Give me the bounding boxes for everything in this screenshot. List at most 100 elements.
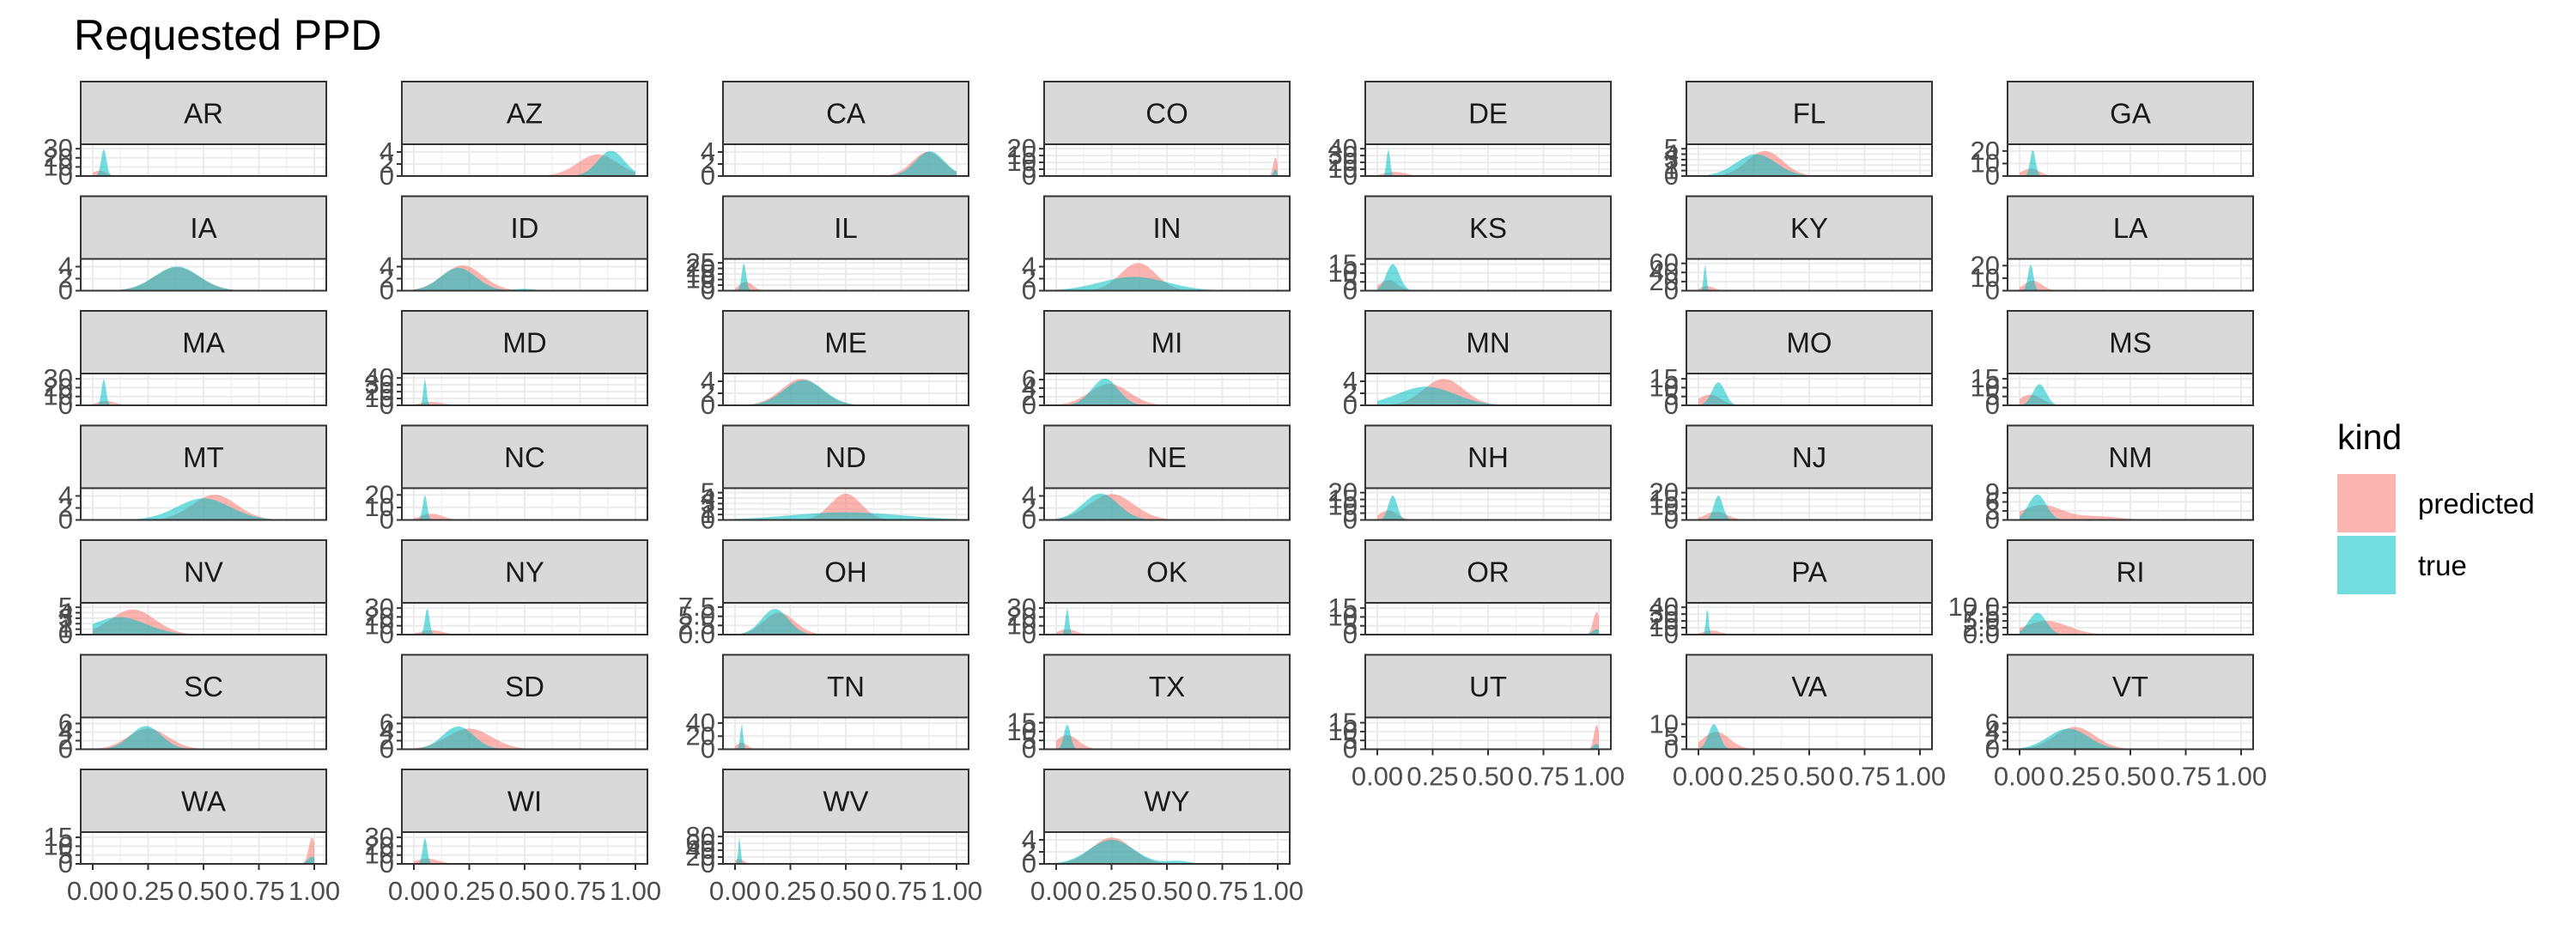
y-tick-label-sc: 0 [58,734,73,764]
strip-label-ok: OK [1146,556,1188,588]
density-true-ri [2020,612,2241,635]
strip-label-wi: WI [507,786,542,818]
strip-label-oh: OH [824,556,867,588]
y-tick-label-vt: 6 [1985,708,2000,739]
y-tick-label-md: 30 [365,369,394,399]
y-tick-label-oh: 0.0 [678,619,715,649]
strip-label-nh: NH [1467,441,1509,473]
panel-id: ID 024 [380,195,648,306]
strip-label-ar: AR [184,98,223,130]
y-tick-label-de: 40 [1328,133,1358,163]
y-tick-label-ri: 10.0 [1948,592,2000,622]
panel-mt: MT 024 [58,424,327,535]
density-true-wy [1056,840,1278,864]
strip-me [722,310,969,374]
y-tick-label-ga: 0 [1985,161,2000,191]
y-tick-label-ut: 10 [1328,716,1358,746]
strip-label-ut: UT [1469,671,1507,702]
density-predicted-la [2020,280,2241,291]
legend-label-true: true [2418,550,2467,581]
strip-label-ky: KY [1790,212,1828,244]
strip-label-sc: SC [184,671,223,702]
y-tick-label-wv: 0 [701,848,715,878]
x-tick-label-va: 0.75 [1838,762,1890,792]
y-tick-label-md: 0 [380,390,394,420]
density-true-mn [1377,386,1599,405]
panel-oh: OH 0.02.55.07.5 [678,539,969,649]
y-tick-label-ks: 10 [1328,258,1358,288]
y-tick-label-mo: 0 [1664,390,1679,420]
y-tick-label-vt: 0 [1985,734,2000,764]
y-tick-label-tx: 15 [1007,708,1036,738]
strip-label-nc: NC [504,441,545,473]
strip-nj [1686,424,1933,489]
x-tick-label-ut: 0.75 [1517,762,1569,792]
y-tick-label-wi: 30 [365,822,394,852]
y-tick-label-fl: 0 [1664,161,1679,191]
density-true-mt [93,498,314,520]
y-tick-label-ar: 20 [44,143,73,173]
strip-in [1043,195,1291,260]
panel-ne: NE 024 [1022,424,1291,535]
density-true-oh [735,609,957,635]
y-tick-label-pa: 0 [1664,619,1679,649]
strip-label-in: IN [1153,212,1182,244]
y-tick-label-de: 20 [1328,147,1358,177]
density-true-ca [735,151,957,176]
y-tick-label-ms: 5 [1985,381,2000,411]
y-tick-label-oh: 2.5 [678,610,715,640]
y-tick-label-nj: 15 [1649,484,1679,514]
x-tick-label-wa: 0.25 [122,876,173,906]
y-tick-label-tn: 20 [686,720,715,751]
y-tick-label-wy: 2 [1022,836,1036,866]
y-tick-label-wa: 5 [58,840,73,870]
y-tick-label-nm: 3 [1985,495,2000,526]
x-tick-label-va: 0.00 [1673,762,1724,792]
y-tick-label-ut: 5 [1343,725,1358,755]
strip-label-ga: GA [2110,98,2151,130]
y-tick-label-wy: 0 [1022,848,1036,878]
strip-ri [2007,539,2254,604]
y-tick-label-md: 10 [365,383,394,413]
x-tick-label-vt: 0.50 [2105,762,2156,792]
y-tick-label-ma: 20 [44,372,73,402]
strip-label-ks: KS [1469,212,1507,244]
density-predicted-az [414,154,635,176]
strip-label-ca: CA [826,98,866,130]
y-tick-label-wv: 20 [686,842,715,872]
strip-label-mo: MO [1786,327,1832,359]
y-tick-label-mn: 4 [1343,366,1358,396]
y-tick-label-ri: 5.0 [1963,605,2000,635]
y-tick-label-or: 10 [1328,601,1358,631]
y-tick-label-fl: 3 [1664,144,1679,174]
y-tick-label-fl: 1 [1664,155,1679,185]
strip-ar [80,81,327,145]
density-true-fl [1698,154,1920,176]
density-predicted-tx [1056,735,1278,750]
y-tick-label-il: 10 [686,264,715,295]
strip-nv [80,539,327,604]
y-tick-label-wa: 10 [44,830,73,860]
y-tick-label-ne: 0 [1022,505,1036,535]
legend: kind predicted true [2337,417,2535,594]
y-tick-label-ky: 40 [1649,257,1679,287]
y-tick-label-nd: 1 [701,499,715,529]
strip-label-sd: SD [505,671,544,702]
y-tick-label-co: 0 [1022,161,1036,191]
density-true-in [1056,277,1278,291]
strip-ky [1686,195,1933,260]
y-tick-label-co: 5 [1022,154,1036,184]
y-tick-label-nd: 2 [701,494,715,524]
strip-ia [80,195,327,260]
y-tick-label-pa: 20 [1649,605,1679,635]
